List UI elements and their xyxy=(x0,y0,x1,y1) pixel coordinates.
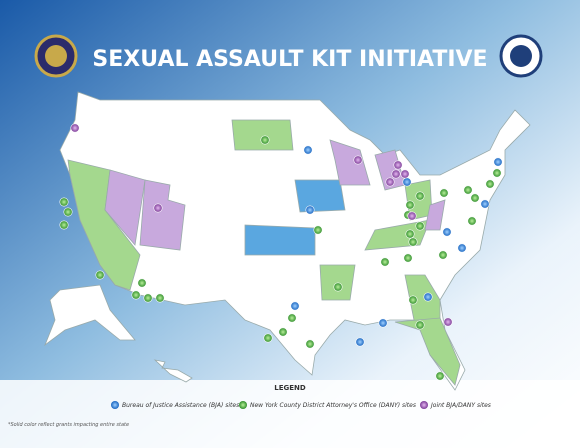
site-marker xyxy=(263,333,273,343)
site-marker xyxy=(493,157,503,167)
site-marker xyxy=(391,169,401,179)
site-marker xyxy=(143,293,153,303)
site-marker xyxy=(415,191,425,201)
site-marker xyxy=(355,337,365,347)
site-marker xyxy=(153,203,163,213)
site-marker xyxy=(407,211,417,221)
site-marker xyxy=(485,179,495,189)
site-marker xyxy=(303,145,313,155)
site-marker xyxy=(59,220,69,230)
site-marker xyxy=(405,200,415,210)
site-marker xyxy=(435,371,445,381)
site-marker xyxy=(457,243,467,253)
site-marker xyxy=(287,313,297,323)
legend-label: Bureau of Justice Assistance (BJA) sites xyxy=(122,402,239,409)
site-marker xyxy=(353,155,363,165)
title: SEXUAL ASSAULT KIT INITIATIVE xyxy=(92,47,487,72)
site-marker xyxy=(467,216,477,226)
site-marker xyxy=(393,160,403,170)
legend-swatch xyxy=(111,401,119,409)
site-marker xyxy=(480,199,490,209)
site-marker xyxy=(305,339,315,349)
site-marker xyxy=(260,135,270,145)
site-marker xyxy=(439,188,449,198)
seal-left xyxy=(34,34,78,78)
site-marker xyxy=(470,193,480,203)
site-marker xyxy=(59,197,69,207)
site-marker xyxy=(70,123,80,133)
site-marker xyxy=(400,169,410,179)
footnote: *Solid color reflect grants impacting en… xyxy=(8,422,129,428)
site-marker xyxy=(403,253,413,263)
site-marker xyxy=(408,237,418,247)
site-marker xyxy=(305,205,315,215)
site-marker xyxy=(463,185,473,195)
site-marker xyxy=(442,227,452,237)
seal-right xyxy=(499,34,543,78)
legend-swatch xyxy=(239,401,247,409)
site-marker xyxy=(415,221,425,231)
site-marker xyxy=(155,293,165,303)
site-marker xyxy=(423,292,433,302)
legend-title: LEGEND xyxy=(274,384,306,392)
legend-label: Joint BJA/DANY sites xyxy=(430,402,491,409)
site-marker xyxy=(333,282,343,292)
site-marker xyxy=(378,318,388,328)
site-marker xyxy=(438,250,448,260)
site-marker xyxy=(278,327,288,337)
site-marker xyxy=(443,317,453,327)
site-marker xyxy=(137,278,147,288)
site-marker xyxy=(492,168,502,178)
legend-panel xyxy=(0,380,580,448)
site-marker xyxy=(131,290,141,300)
site-marker xyxy=(402,177,412,187)
legend-label: New York County District Attorney's Offi… xyxy=(250,402,416,409)
site-marker xyxy=(63,207,73,217)
site-marker xyxy=(408,295,418,305)
site-marker xyxy=(95,270,105,280)
site-markers xyxy=(59,123,503,381)
us-map xyxy=(44,91,531,391)
site-marker xyxy=(385,177,395,187)
site-marker xyxy=(415,320,425,330)
site-marker xyxy=(313,225,323,235)
site-marker xyxy=(405,229,415,239)
legend-swatch xyxy=(420,401,428,409)
site-marker xyxy=(380,257,390,267)
site-marker xyxy=(290,301,300,311)
